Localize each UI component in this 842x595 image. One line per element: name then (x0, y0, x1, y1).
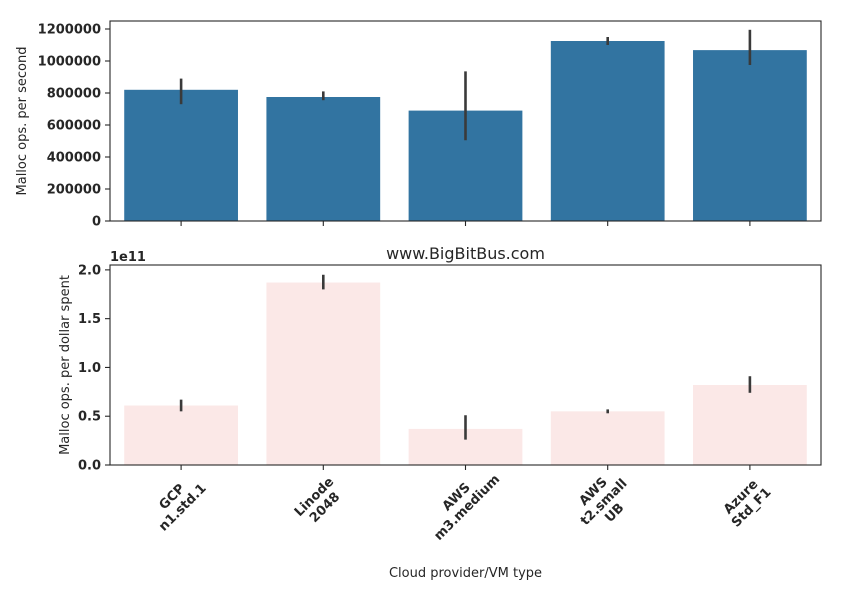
y-offset-text: 1e11 (110, 250, 146, 265)
y-tick-label: 1.0 (78, 361, 101, 376)
bar-2 (266, 282, 381, 465)
bar-5 (693, 50, 807, 222)
bar-2 (266, 97, 381, 221)
bar-4 (550, 411, 665, 465)
y-tick-label: 800000 (47, 87, 101, 102)
x-axis-label: Cloud provider/VM type (389, 566, 542, 581)
y-tick-label: 0.0 (78, 459, 101, 474)
bar-4 (550, 41, 665, 221)
y-tick-label: 1.5 (78, 312, 101, 327)
y-tick-label: 1000000 (38, 55, 101, 70)
x-tick-label: Linode2048 (292, 474, 348, 530)
chart-title: www.BigBitBus.com (386, 244, 545, 263)
chart-ops-per-dollar: 0.0 0.5 1.0 1.5 2.0 GCPn1.std.1 Linode2048 AWSm… (58, 244, 822, 581)
y-tick-label: 600000 (47, 119, 101, 134)
x-tick-label: AWSm3.medium (421, 461, 503, 543)
y-tick-label: 1200000 (38, 23, 101, 38)
x-tick-label: GCPn1.std.1 (146, 471, 210, 535)
y-axis-label: Malloc ops. per dollar spent (58, 275, 73, 455)
y-tick-label: 200000 (47, 183, 101, 198)
bar-1 (124, 405, 238, 465)
bar-5 (693, 385, 807, 465)
chart-ops-per-second: 0 200000 400000 600000 800000 1000000 1200000 M… (15, 20, 822, 230)
x-tick-label: AzureStd_F1 (718, 474, 774, 530)
y-axis-label: Malloc ops. per second (15, 47, 30, 196)
y-tick-label: 0 (92, 215, 101, 230)
y-tick-label: 400000 (47, 151, 101, 166)
y-tick-label: 0.5 (78, 410, 101, 425)
x-tick-label: AWSt2.smallUB (567, 466, 641, 540)
bar-1 (124, 89, 238, 221)
y-tick-label: 2.0 (78, 263, 101, 278)
